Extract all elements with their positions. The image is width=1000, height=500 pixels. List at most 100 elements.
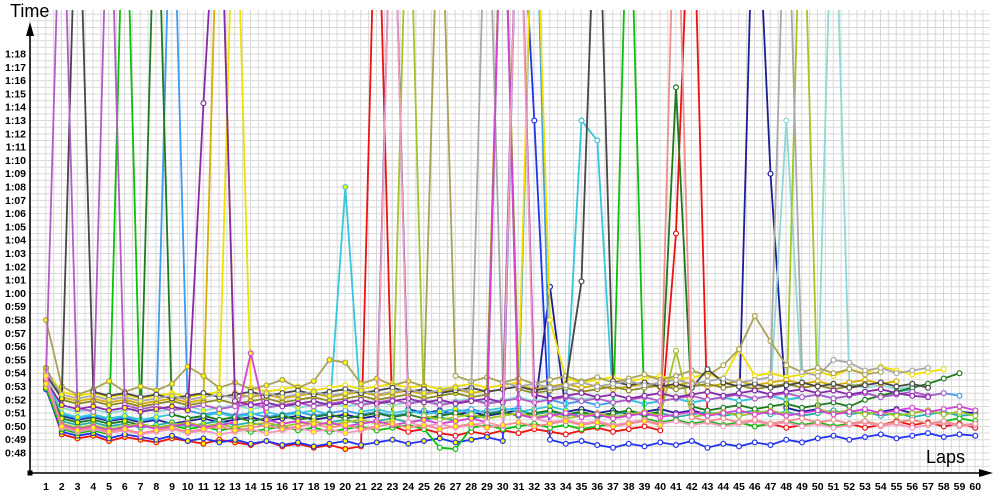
data-point-orchid-lap-18[interactable] — [310, 403, 317, 410]
data-point-green-lap-46[interactable] — [751, 423, 758, 430]
data-point-salmon-lap-13[interactable] — [232, 427, 239, 434]
data-point-purple-lap-50[interactable] — [814, 390, 821, 397]
data-point-red-lap-27[interactable] — [452, 432, 459, 439]
data-point-gray-lap-17[interactable] — [295, 391, 302, 398]
data-point-magenta-lap-37[interactable] — [609, 415, 616, 422]
data-point-gray-lap-16[interactable] — [279, 394, 286, 401]
data-point-dark-green-lap-49[interactable] — [798, 404, 805, 411]
data-point-dark-gray-lap-56[interactable] — [909, 380, 916, 387]
data-point-pink-lap-51[interactable] — [830, 424, 837, 431]
data-point-turquoise-lap-35[interactable] — [578, 117, 585, 124]
data-point-royal-blue-lap-60[interactable] — [972, 432, 979, 439]
data-point-dark-gray-lap-57[interactable] — [924, 384, 931, 391]
series-line-yellow[interactable] — [45, 0, 944, 400]
data-point-dark-khaki-lap-27[interactable] — [452, 372, 459, 379]
data-point-gray-lap-55[interactable] — [893, 370, 900, 377]
data-point-dark-green-lap-41[interactable] — [672, 84, 679, 91]
data-point-purple-lap-15[interactable] — [263, 399, 270, 406]
data-point-dodger-blue-lap-59[interactable] — [956, 392, 963, 399]
data-point-magenta-lap-57[interactable] — [924, 408, 931, 415]
data-point-dark-green-lap-11[interactable] — [200, 412, 207, 419]
data-point-royal-blue-lap-49[interactable] — [798, 439, 805, 446]
data-point-salmon-lap-5[interactable] — [105, 428, 112, 435]
data-point-orchid-lap-43[interactable] — [704, 396, 711, 403]
data-point-purple-lap-11[interactable] — [200, 100, 207, 107]
data-point-pink-lap-26[interactable] — [436, 420, 443, 427]
data-point-orchid-lap-49[interactable] — [798, 394, 805, 401]
data-point-purple-lap-55[interactable] — [893, 390, 900, 397]
data-point-pink-lap-29[interactable] — [484, 419, 491, 426]
data-point-salmon-lap-51[interactable] — [830, 416, 837, 423]
data-point-magenta-lap-58[interactable] — [940, 406, 947, 413]
data-point-royal-blue-lap-13[interactable] — [232, 436, 239, 443]
data-point-royal-blue-lap-23[interactable] — [389, 436, 396, 443]
data-point-salmon-lap-53[interactable] — [861, 418, 868, 425]
data-point-salmon-lap-26[interactable] — [436, 426, 443, 433]
data-point-magenta-lap-52[interactable] — [846, 408, 853, 415]
data-point-gold-lap-55[interactable] — [893, 378, 900, 385]
data-point-orchid-lap-13[interactable] — [232, 403, 239, 410]
data-point-dark-green-lap-3[interactable] — [74, 419, 81, 426]
data-point-royal-blue-lap-30[interactable] — [499, 438, 506, 445]
data-point-green-lap-59[interactable] — [956, 415, 963, 422]
data-point-red-lap-39[interactable] — [641, 423, 648, 430]
data-point-gray-lap-36[interactable] — [594, 383, 601, 390]
data-point-royal-blue-lap-35[interactable] — [578, 438, 585, 445]
data-point-magenta-lap-10[interactable] — [184, 420, 191, 427]
data-point-royal-blue-lap-53[interactable] — [861, 434, 868, 441]
data-point-purple-lap-17[interactable] — [295, 400, 302, 407]
data-point-salmon-lap-30[interactable] — [499, 422, 506, 429]
data-point-gray-lap-27[interactable] — [452, 384, 459, 391]
data-point-gray-lap-21[interactable] — [358, 387, 365, 394]
data-point-royal-blue-lap-54[interactable] — [877, 431, 884, 438]
data-point-salmon-lap-47[interactable] — [767, 420, 774, 427]
data-point-gray-lap-45[interactable] — [735, 379, 742, 386]
data-point-royal-blue-lap-32[interactable] — [531, 117, 538, 124]
data-point-magenta-lap-56[interactable] — [909, 404, 916, 411]
data-point-royal-blue-lap-20[interactable] — [342, 438, 349, 445]
data-point-salmon-lap-28[interactable] — [468, 420, 475, 427]
data-point-royal-blue-lap-28[interactable] — [468, 436, 475, 443]
data-point-orchid-lap-4[interactable] — [90, 408, 97, 415]
data-point-royal-blue-lap-29[interactable] — [484, 434, 491, 441]
data-point-yellow-green-lap-58[interactable] — [940, 411, 947, 418]
data-point-dark-green-lap-4[interactable] — [90, 416, 97, 423]
data-point-purple-lap-20[interactable] — [342, 399, 349, 406]
data-point-royal-blue-lap-21[interactable] — [358, 442, 365, 449]
data-point-dark-khaki-lap-45[interactable] — [735, 346, 742, 353]
data-point-salmon-lap-56[interactable] — [909, 416, 916, 423]
data-point-magenta-lap-55[interactable] — [893, 407, 900, 414]
data-point-gray-lap-15[interactable] — [263, 390, 270, 397]
data-point-purple-lap-54[interactable] — [877, 386, 884, 393]
data-point-salmon-lap-48[interactable] — [783, 418, 790, 425]
data-point-olive-lap-41[interactable] — [672, 386, 679, 393]
data-point-salmon-lap-36[interactable] — [594, 419, 601, 426]
data-point-gray-lap-26[interactable] — [436, 387, 443, 394]
data-point-royal-blue-lap-51[interactable] — [830, 432, 837, 439]
data-point-turquoise-lap-17[interactable] — [295, 410, 302, 417]
data-point-royal-blue-lap-25[interactable] — [421, 438, 428, 445]
data-point-purple-lap-34[interactable] — [562, 392, 569, 399]
data-point-purple-lap-48[interactable] — [783, 388, 790, 395]
data-point-orchid-lap-46[interactable] — [751, 395, 758, 402]
data-point-gray-lap-41[interactable] — [672, 376, 679, 383]
data-point-orchid-lap-51[interactable] — [830, 395, 837, 402]
data-point-gray-lap-56[interactable] — [909, 367, 916, 374]
data-point-pink-lap-44[interactable] — [720, 423, 727, 430]
data-point-gray-lap-52[interactable] — [846, 359, 853, 366]
data-point-salmon-lap-19[interactable] — [326, 424, 333, 431]
data-point-green-lap-27[interactable] — [452, 446, 459, 453]
data-point-salmon-lap-17[interactable] — [295, 423, 302, 430]
data-point-dark-khaki-lap-43[interactable] — [704, 372, 711, 379]
data-point-dark-khaki-lap-39[interactable] — [641, 371, 648, 378]
data-point-purple-lap-5[interactable] — [105, 407, 112, 414]
data-point-purple-lap-51[interactable] — [830, 387, 837, 394]
data-point-gray-lap-7[interactable] — [137, 398, 144, 405]
data-point-yellow-green-lap-56[interactable] — [909, 410, 916, 417]
data-point-pale-turquoise-lap-11[interactable] — [200, 407, 207, 414]
data-point-magenta-lap-16[interactable] — [279, 420, 286, 427]
data-point-magenta-lap-51[interactable] — [830, 411, 837, 418]
data-point-red-lap-48[interactable] — [783, 424, 790, 431]
data-point-salmon-lap-42[interactable] — [688, 414, 695, 421]
data-point-gray-lap-34[interactable] — [562, 382, 569, 389]
